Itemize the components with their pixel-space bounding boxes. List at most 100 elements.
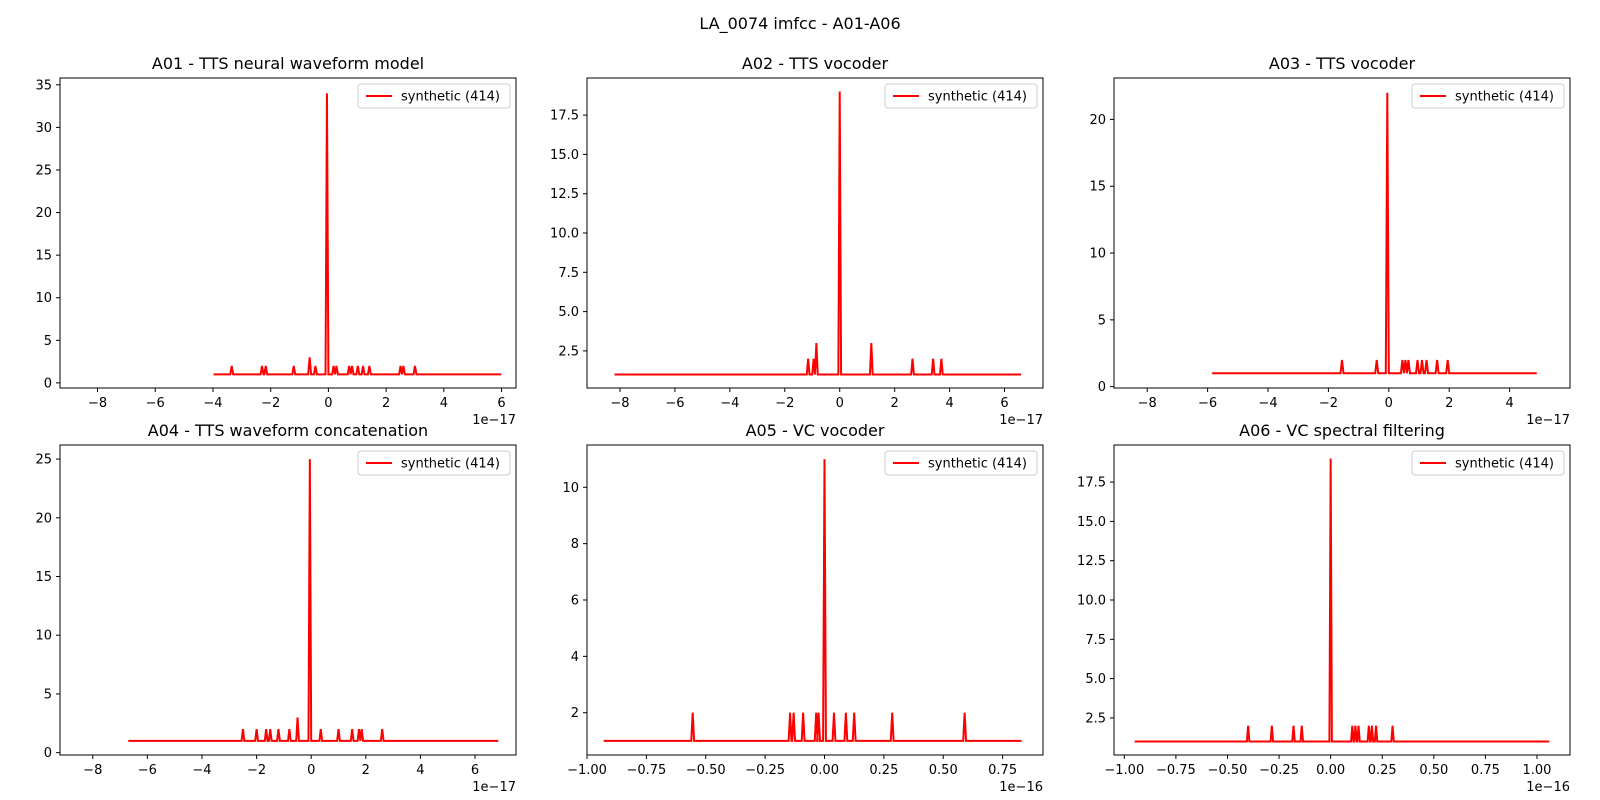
x-tick-label: 6 xyxy=(1000,396,1008,411)
x-tick-label: 6 xyxy=(471,763,479,778)
x-tick-label: 2 xyxy=(1445,396,1453,411)
y-tick-label: 7.5 xyxy=(1085,633,1106,648)
y-tick-label: 8 xyxy=(571,537,579,552)
x-tick-label: 4 xyxy=(440,396,448,411)
x-tick-label: −6 xyxy=(665,396,684,411)
legend-label: synthetic (414) xyxy=(1455,90,1554,105)
legend-box xyxy=(1411,83,1565,109)
x-tick-label: 0.50 xyxy=(1419,763,1448,778)
x-tick-label: −8 xyxy=(88,396,107,411)
x-tick-label: −2 xyxy=(261,396,280,411)
x-tick-label: 4 xyxy=(1505,396,1513,411)
axes-frame xyxy=(59,77,517,389)
series-line xyxy=(614,91,1022,376)
legend-box xyxy=(357,83,511,109)
x-tick-label: −4 xyxy=(192,763,211,778)
x-tick-label: −6 xyxy=(1198,396,1217,411)
x-tick-label: −8 xyxy=(83,763,102,778)
y-tick-label: 10 xyxy=(1089,247,1106,262)
y-tick-label: 0 xyxy=(44,746,52,761)
x-tick-label: 0.50 xyxy=(929,763,958,778)
subplot-2: A02 - TTS vocoder −8 −6 −4 −2 0 2 4 6 2.5 5.0 7.5 10… xyxy=(550,54,1044,428)
x-tick-label: −6 xyxy=(146,396,165,411)
y-tick-label: 10.0 xyxy=(1077,594,1106,609)
x-tick-label: 4 xyxy=(945,396,953,411)
x-tick-label: 0 xyxy=(324,396,332,411)
x-tick-label: −0.50 xyxy=(1208,763,1248,778)
y-tick-label: 0 xyxy=(1098,380,1106,395)
x-tick-label: 0.00 xyxy=(1316,763,1345,778)
y-tick-label: 20 xyxy=(35,511,52,526)
x-tick-label: 4 xyxy=(416,763,424,778)
x-tick-label: 2 xyxy=(382,396,390,411)
subplot-1: A01 - TTS neural waveform model −8 −6 −4 −2 0… xyxy=(35,54,517,428)
legend-label: synthetic (414) xyxy=(1455,457,1554,472)
subplot-title: A02 - TTS vocoder xyxy=(742,54,889,73)
y-tick-label: 5.0 xyxy=(558,305,579,320)
axes-frame xyxy=(1113,77,1571,389)
x-tick-label: −4 xyxy=(203,396,222,411)
subplot-title: A06 - VC spectral filtering xyxy=(1239,421,1445,440)
y-tick-label: 15 xyxy=(35,249,52,264)
y-tick-label: 15 xyxy=(35,570,52,585)
legend-box xyxy=(884,83,1038,109)
axes-frame xyxy=(586,444,1044,756)
legend: synthetic (414) xyxy=(357,450,511,476)
x-tick-label: 1.00 xyxy=(1523,763,1552,778)
y-tick-label: 17.5 xyxy=(550,109,579,124)
x-tick-label: −8 xyxy=(610,396,629,411)
y-tick-label: 35 xyxy=(35,78,52,93)
x-tick-label: −1.00 xyxy=(1104,763,1144,778)
y-tick-label: 2 xyxy=(571,706,579,721)
subplot-6: A06 - VC spectral filtering −1.00 −0.75 −0.… xyxy=(1077,421,1571,795)
y-tick-label: 25 xyxy=(35,453,52,468)
series-line xyxy=(213,93,502,376)
y-tick-label: 15.0 xyxy=(1077,515,1106,530)
x-offset-label: 1e−16 xyxy=(1526,780,1570,795)
x-tick-label: −4 xyxy=(1258,396,1277,411)
y-tick-label: 7.5 xyxy=(558,266,579,281)
x-tick-label: 6 xyxy=(497,396,505,411)
x-tick-label: 2 xyxy=(362,763,370,778)
x-tick-label: 0 xyxy=(307,763,315,778)
x-tick-label: 0 xyxy=(1385,396,1393,411)
legend-box xyxy=(1411,450,1565,476)
y-tick-label: 30 xyxy=(35,121,52,136)
y-tick-label: 12.5 xyxy=(1077,554,1106,569)
subplot-5: A05 - VC vocoder −1.00 −0.75 −0.50 −0.25 0.00… xyxy=(562,421,1044,795)
x-tick-label: −2 xyxy=(247,763,266,778)
y-tick-label: 0 xyxy=(44,376,52,391)
legend: synthetic (414) xyxy=(884,83,1038,109)
x-tick-label: −8 xyxy=(1138,396,1157,411)
subplot-title: A03 - TTS vocoder xyxy=(1269,54,1416,73)
axes-frame xyxy=(59,444,517,756)
series-line xyxy=(1212,92,1537,375)
x-tick-label: 0.00 xyxy=(810,763,839,778)
legend-label: synthetic (414) xyxy=(401,90,500,105)
legend-box xyxy=(357,450,511,476)
x-tick-label: 0.25 xyxy=(869,763,898,778)
y-tick-label: 12.5 xyxy=(550,187,579,202)
legend: synthetic (414) xyxy=(884,450,1038,476)
x-tick-label: −0.50 xyxy=(686,763,726,778)
y-tick-label: 20 xyxy=(1089,113,1106,128)
subplot-title: A05 - VC vocoder xyxy=(746,421,885,440)
y-tick-label: 5 xyxy=(44,334,52,349)
x-offset-label: 1e−17 xyxy=(999,413,1043,428)
y-tick-label: 17.5 xyxy=(1077,476,1106,491)
subplot-title: A01 - TTS neural waveform model xyxy=(152,54,424,73)
legend: synthetic (414) xyxy=(1411,83,1565,109)
x-tick-label: −2 xyxy=(1319,396,1338,411)
subplot-title: A04 - TTS waveform concatenation xyxy=(148,421,428,440)
y-tick-label: 25 xyxy=(35,163,52,178)
y-tick-label: 5 xyxy=(1098,313,1106,328)
y-tick-label: 5.0 xyxy=(1085,672,1106,687)
x-tick-label: −0.75 xyxy=(626,763,666,778)
y-tick-label: 2.5 xyxy=(558,344,579,359)
x-tick-label: −0.25 xyxy=(745,763,785,778)
x-tick-label: −0.75 xyxy=(1156,763,1196,778)
legend: synthetic (414) xyxy=(357,83,511,109)
subplot-4: A04 - TTS waveform concatenation −8 −6 −4 −2… xyxy=(35,421,517,795)
y-tick-label: 6 xyxy=(571,594,579,609)
y-tick-label: 2.5 xyxy=(1085,711,1106,726)
